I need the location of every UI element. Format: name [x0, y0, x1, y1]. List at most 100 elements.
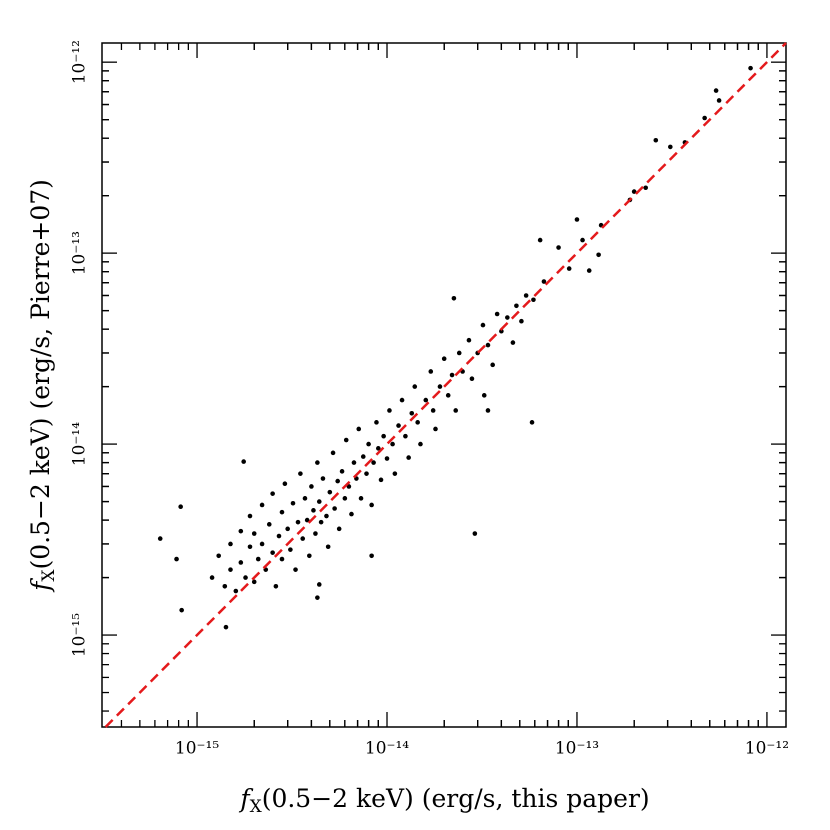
point	[316, 499, 322, 504]
point	[381, 433, 386, 439]
point	[179, 607, 184, 613]
point	[396, 423, 401, 428]
point	[327, 489, 333, 495]
point	[376, 446, 381, 451]
point	[304, 517, 310, 523]
point	[298, 471, 303, 476]
point	[222, 584, 228, 589]
point	[336, 526, 342, 532]
x-label-subscript: X	[250, 797, 263, 817]
y-tick-label: 10⁻¹²	[70, 40, 90, 84]
point	[233, 588, 239, 594]
point	[238, 560, 244, 565]
point	[596, 252, 601, 258]
point	[255, 556, 261, 562]
y-label-symbol: f	[26, 578, 55, 593]
point	[351, 460, 357, 465]
point	[505, 315, 510, 320]
y-label-text: (0.5−2 keV) (erg/s, Pierre+07)	[26, 179, 55, 569]
point	[288, 547, 293, 552]
x-tick-label: 10⁻¹²	[745, 739, 789, 759]
point	[251, 531, 257, 536]
point	[178, 504, 183, 510]
point	[315, 460, 320, 465]
point	[537, 237, 543, 243]
x-label-text: (0.5−2 keV) (erg/s, this paper)	[262, 784, 650, 813]
point	[259, 502, 265, 508]
point	[157, 536, 163, 541]
point	[228, 567, 233, 572]
point	[335, 478, 340, 484]
x-tick-label: 10⁻¹⁵	[175, 739, 219, 759]
point	[332, 506, 337, 511]
point	[514, 303, 519, 309]
point	[406, 455, 411, 460]
point	[415, 420, 420, 425]
point	[343, 437, 349, 443]
point	[387, 408, 392, 413]
point	[481, 393, 487, 398]
point	[541, 279, 547, 284]
point	[480, 322, 486, 328]
point	[713, 88, 719, 93]
point	[494, 311, 500, 317]
point	[302, 496, 308, 501]
point	[318, 519, 324, 525]
point	[371, 460, 376, 465]
point	[403, 433, 408, 439]
point	[276, 533, 282, 539]
point	[378, 477, 384, 483]
point	[279, 556, 285, 562]
point	[566, 266, 572, 271]
point	[472, 531, 478, 536]
point	[313, 531, 318, 536]
point	[441, 356, 447, 362]
point	[282, 481, 288, 487]
point	[307, 553, 312, 559]
point	[453, 408, 459, 413]
point	[490, 362, 495, 368]
point	[451, 296, 457, 301]
point	[315, 595, 320, 600]
point	[586, 268, 592, 273]
point	[369, 502, 374, 508]
y-tick-label: 10⁻¹⁵	[70, 613, 90, 657]
y-label-subscript: X	[39, 569, 59, 582]
point	[445, 393, 451, 398]
y-tick-label: 10⁻¹³	[70, 231, 90, 275]
point	[643, 185, 648, 191]
point	[247, 513, 253, 519]
y-axis-label: fX(0.5−2 keV) (erg/s, Pierre+07)	[26, 179, 59, 593]
point	[174, 556, 179, 562]
point	[702, 115, 707, 121]
point	[320, 476, 326, 481]
point	[574, 217, 580, 222]
point	[469, 376, 475, 382]
point	[430, 408, 436, 413]
point	[437, 384, 443, 389]
point	[228, 541, 233, 547]
point	[324, 513, 329, 519]
point	[358, 496, 364, 501]
point	[223, 624, 229, 630]
point	[209, 575, 215, 580]
point	[342, 496, 348, 501]
point	[529, 420, 535, 425]
point	[316, 582, 322, 587]
point	[369, 553, 374, 559]
point	[499, 328, 504, 334]
point	[409, 410, 415, 416]
x-tick-label: 10⁻¹³	[555, 739, 599, 759]
point	[270, 491, 275, 496]
point	[366, 441, 371, 447]
point	[295, 519, 301, 525]
point	[356, 426, 362, 432]
point	[485, 342, 491, 348]
point	[364, 471, 369, 476]
point	[360, 454, 366, 459]
point	[243, 575, 248, 580]
point	[433, 426, 438, 432]
point	[531, 297, 536, 303]
one-to-one-line	[104, 42, 787, 728]
